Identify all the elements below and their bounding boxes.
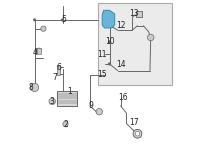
- Text: 8: 8: [29, 83, 33, 92]
- Circle shape: [109, 63, 110, 65]
- Circle shape: [36, 48, 42, 53]
- Text: 13: 13: [129, 9, 139, 19]
- Text: 2: 2: [63, 120, 68, 129]
- Bar: [37, 48, 41, 54]
- Text: 17: 17: [129, 118, 139, 127]
- Text: 7: 7: [53, 73, 58, 82]
- Text: 15: 15: [97, 70, 107, 80]
- Text: 11: 11: [97, 50, 107, 59]
- Text: 1: 1: [67, 87, 72, 96]
- Circle shape: [30, 83, 39, 92]
- Bar: [136, 11, 142, 17]
- Text: 4: 4: [32, 48, 37, 57]
- Text: 16: 16: [118, 92, 128, 102]
- Text: 10: 10: [105, 37, 114, 46]
- Circle shape: [133, 129, 142, 138]
- FancyBboxPatch shape: [98, 3, 172, 85]
- Text: 5: 5: [62, 15, 66, 24]
- Circle shape: [62, 19, 63, 21]
- Bar: [57, 65, 60, 75]
- Circle shape: [133, 130, 142, 138]
- Text: 9: 9: [89, 101, 94, 110]
- Circle shape: [33, 19, 36, 21]
- Circle shape: [147, 34, 154, 41]
- Text: 12: 12: [117, 21, 126, 30]
- Circle shape: [109, 41, 110, 43]
- Text: 6: 6: [56, 63, 61, 72]
- Polygon shape: [102, 10, 115, 28]
- Circle shape: [49, 98, 55, 105]
- Bar: [57, 91, 77, 106]
- Bar: [136, 11, 142, 17]
- Text: 3: 3: [50, 97, 55, 106]
- Circle shape: [41, 26, 46, 31]
- Circle shape: [63, 122, 68, 127]
- Circle shape: [135, 132, 140, 136]
- Circle shape: [96, 108, 102, 115]
- Text: 14: 14: [117, 60, 126, 69]
